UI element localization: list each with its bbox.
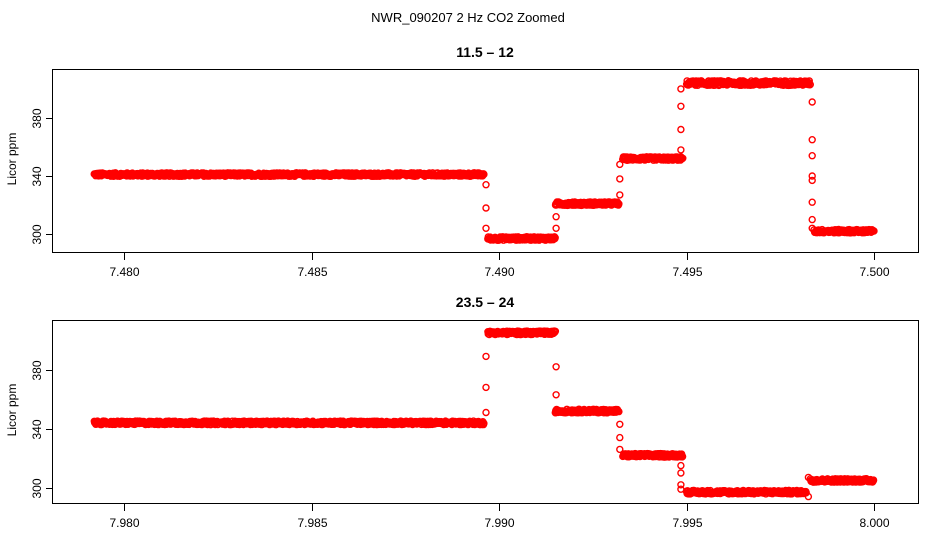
panel-bottom-xtick-label: 8.000 [859,516,889,530]
data-point [808,224,816,233]
data-point [482,408,490,417]
data-point [552,391,560,399]
panel-bottom-ytick-label: 380 [30,360,44,380]
panel-bottom-xtick-label: 7.995 [672,516,702,530]
data-point [677,102,685,111]
data-point [808,151,816,160]
data-point [870,227,878,235]
data-point [551,327,560,335]
panel-top-xtick-label: 7.500 [859,265,889,279]
panel-top-plot-frame [52,69,919,253]
panel-top: 11.5 – 12 Licor ppm 7.480 7.485 7.490 7.495… [5,44,919,279]
data-point [805,77,813,85]
panel-bottom-ylabel: Licor ppm [5,384,19,437]
data-point [677,485,685,493]
panel-top-x-axis: 7.480 7.485 7.490 7.495 7.500 [109,253,890,279]
panel-bottom-ytick-label: 340 [30,419,44,439]
data-point [616,191,624,199]
data-point [677,146,685,154]
data-point [804,473,813,482]
data-point [552,212,560,221]
data-point [808,135,816,144]
panel-bottom-title: 23.5 – 24 [456,294,515,310]
data-point [616,175,624,183]
panel-bottom-xtick-label: 7.985 [297,516,327,530]
panel-bottom-y-axis: 300 340 380 [30,360,53,499]
data-point [804,492,813,501]
data-point [677,469,685,477]
panel-top-ytick-label: 300 [30,224,44,244]
data-point [552,363,560,371]
data-point [808,176,816,185]
data-point [678,452,687,461]
panel-top-xtick-label: 7.485 [297,265,327,279]
data-point [616,160,624,169]
data-point [806,80,814,89]
panel-top-ytick-label: 380 [30,108,44,128]
data-point [677,125,685,134]
panel-bottom-plot-frame [52,320,919,504]
data-point [808,215,816,224]
panel-top-points [90,76,878,244]
panel-bottom-xtick-label: 7.980 [109,516,139,530]
panel-bottom-ytick-label: 300 [30,478,44,498]
data-point [480,170,488,179]
panel-top-y-axis: 300 340 380 [30,108,53,245]
data-point [482,352,490,361]
data-point [482,180,490,189]
data-point [616,445,624,454]
data-point [616,420,624,428]
data-point [482,383,490,392]
data-point [677,481,685,489]
data-point [480,419,488,428]
data-point [808,198,816,206]
panel-bottom: 23.5 – 24 Licor ppm 7.980 7.985 7.990 7.995… [5,294,919,530]
data-point [482,224,490,233]
panel-top-ytick-label: 340 [30,166,44,186]
panel-top-xtick-label: 7.495 [672,265,702,279]
data-point [808,172,816,180]
panel-bottom-x-axis: 7.980 7.985 7.990 7.995 8.000 [109,504,890,530]
panel-top-xtick-label: 7.490 [484,265,514,279]
data-point [616,433,624,442]
data-point [615,407,623,416]
data-point [552,224,560,233]
data-point [615,200,623,208]
panel-top-xtick-label: 7.480 [109,265,139,279]
data-point [679,154,687,163]
data-point [482,204,490,212]
data-point [869,476,878,484]
data-point [551,233,559,242]
data-point [677,461,685,470]
panel-top-ylabel: Licor ppm [5,133,19,186]
figure-title: NWR_090207 2 Hz CO2 Zoomed [371,10,565,25]
panel-bottom-xtick-label: 7.990 [484,516,514,530]
panel-bottom-points [90,327,878,501]
data-point [808,98,816,106]
panel-top-title: 11.5 – 12 [456,44,514,60]
data-point [677,85,685,93]
